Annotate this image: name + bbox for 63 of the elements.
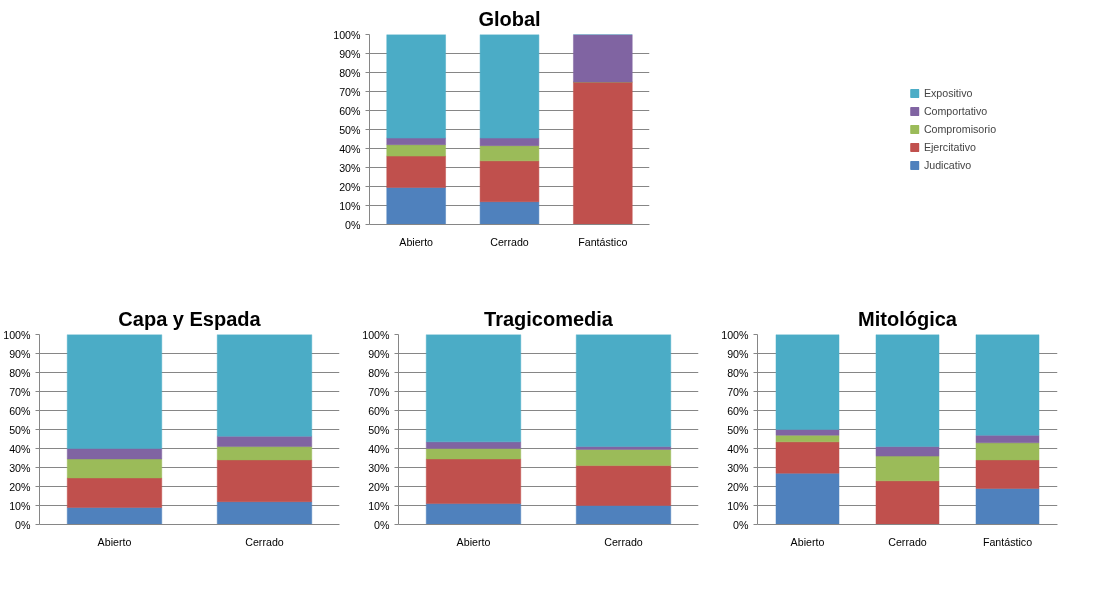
y-tick-label: 0% (374, 518, 391, 531)
y-tick-label: 20% (727, 480, 750, 493)
y-tick-label: 70% (9, 385, 32, 398)
y-tick-label: 60% (9, 404, 32, 417)
y-tick-label: 40% (368, 442, 391, 455)
y-tick-label: 10% (339, 199, 362, 212)
x-tick-label: Abierto (790, 535, 825, 548)
x-tick-label: Cerrado (245, 535, 284, 548)
x-tick-label: Abierto (456, 535, 491, 548)
y-tick-label: 50% (727, 423, 750, 436)
y-tick-label: 100% (3, 328, 32, 341)
y-tick-label: 70% (368, 385, 391, 398)
y-tick-label: 80% (727, 366, 750, 379)
legend-label: Judicativo (923, 159, 972, 171)
y-tick-label: 10% (727, 499, 750, 512)
legend-label: Expositivo (923, 87, 973, 99)
x-tick-label: Fantástico (982, 535, 1033, 548)
y-tick-label: 100% (333, 28, 362, 41)
x-tick-label: Abierto (399, 235, 434, 248)
y-tick-label: 80% (368, 366, 391, 379)
chart-title: Global (478, 7, 541, 30)
y-tick-label: 50% (368, 423, 391, 436)
chart-title: Mitológica (858, 307, 958, 330)
y-tick-label: 20% (339, 180, 362, 193)
y-tick-label: 0% (733, 518, 750, 531)
x-tick-label: Fantástico (578, 235, 628, 248)
y-tick-label: 30% (368, 461, 391, 474)
y-tick-label: 10% (368, 499, 391, 512)
y-tick-label: 0% (345, 218, 362, 231)
y-tick-label: 70% (339, 85, 362, 98)
y-tick-label: 30% (727, 461, 750, 474)
y-tick-label: 0% (15, 518, 32, 531)
y-tick-label: 60% (368, 404, 391, 417)
y-tick-label: 30% (339, 161, 362, 174)
y-tick-label: 90% (368, 347, 391, 360)
y-tick-label: 100% (721, 328, 750, 341)
y-tick-label: 10% (9, 499, 32, 512)
x-tick-label: Cerrado (604, 535, 643, 548)
y-tick-label: 60% (339, 104, 362, 117)
y-tick-label: 50% (9, 423, 32, 436)
chart-title: Capa y Espada (118, 307, 262, 330)
y-tick-label: 90% (339, 47, 362, 60)
legend-label: Ejercitativo (923, 141, 976, 153)
y-tick-label: 80% (339, 66, 362, 79)
y-tick-label: 90% (9, 347, 32, 360)
y-tick-label: 90% (727, 347, 750, 360)
y-tick-label: 40% (339, 142, 362, 155)
y-tick-label: 30% (9, 461, 32, 474)
x-tick-label: Cerrado (490, 235, 529, 248)
chart-title: Tragicomedia (484, 307, 614, 330)
legend-label: Comportativo (923, 105, 988, 117)
y-tick-label: 40% (9, 442, 32, 455)
y-tick-label: 60% (727, 404, 750, 417)
legend-label: Compromisorio (923, 123, 997, 135)
x-tick-label: Cerrado (888, 535, 927, 548)
y-tick-label: 20% (9, 480, 32, 493)
x-tick-label: Abierto (97, 535, 132, 548)
y-tick-label: 50% (339, 123, 362, 136)
y-tick-label: 70% (727, 385, 750, 398)
y-tick-label: 100% (362, 328, 391, 341)
y-tick-label: 20% (368, 480, 391, 493)
y-tick-label: 40% (727, 442, 750, 455)
y-tick-label: 80% (9, 366, 32, 379)
